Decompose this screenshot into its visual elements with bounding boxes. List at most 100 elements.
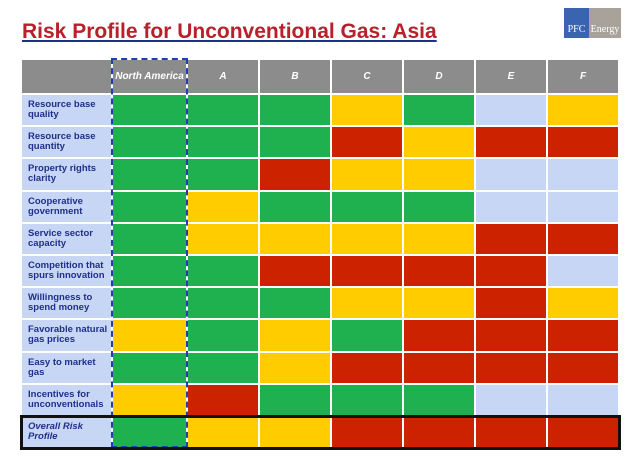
cell [260, 417, 330, 448]
row-label: Resource base quantity [22, 127, 111, 158]
cell [404, 417, 474, 448]
cell [476, 127, 546, 158]
cell [476, 320, 546, 351]
cell [113, 417, 186, 448]
cell [113, 159, 186, 190]
row-label: Resource base quality [22, 95, 111, 126]
cell [332, 256, 402, 287]
logo-text: Energy [589, 8, 621, 38]
column-header: F [548, 60, 618, 93]
cell [404, 256, 474, 287]
cell [404, 223, 474, 254]
column-header: B [260, 60, 330, 93]
highlight-column [111, 58, 188, 449]
column-header: E [476, 60, 546, 93]
cell [548, 127, 618, 158]
cell [332, 320, 402, 351]
cell [476, 417, 546, 448]
cell [260, 288, 330, 319]
cell [476, 288, 546, 319]
cell [332, 159, 402, 190]
cell [332, 191, 402, 222]
cell [332, 417, 402, 448]
column-header: A [188, 60, 258, 93]
header-corner [22, 60, 111, 93]
cell [476, 352, 546, 383]
cell [113, 288, 186, 319]
cell [476, 191, 546, 222]
cell [332, 127, 402, 158]
cell [548, 384, 618, 415]
logo-mark: PFC [564, 8, 589, 38]
cell [548, 320, 618, 351]
row-label: Easy to market gas [22, 352, 111, 383]
title: Risk Profile for Unconventional Gas: Asi… [22, 20, 437, 43]
row-label: Favorable natural gas prices [22, 320, 111, 351]
cell [260, 159, 330, 190]
cell [548, 288, 618, 319]
cell [404, 384, 474, 415]
cell [332, 223, 402, 254]
column-header: C [332, 60, 402, 93]
cell [260, 256, 330, 287]
cell [260, 127, 330, 158]
cell [260, 223, 330, 254]
cell [260, 95, 330, 126]
cell [476, 159, 546, 190]
cell [113, 191, 186, 222]
cell [476, 223, 546, 254]
cell [404, 159, 474, 190]
cell [260, 191, 330, 222]
cell [113, 256, 186, 287]
row-label: Cooperative government [22, 191, 111, 222]
cell [260, 320, 330, 351]
column-header: D [404, 60, 474, 93]
cell [188, 159, 258, 190]
cell [476, 256, 546, 287]
cell [332, 288, 402, 319]
cell [476, 384, 546, 415]
cell [332, 384, 402, 415]
cell [548, 256, 618, 287]
cell [188, 191, 258, 222]
cell [113, 320, 186, 351]
row-label: Overall Risk Profile [22, 417, 111, 448]
cell [188, 288, 258, 319]
cell [188, 95, 258, 126]
row-label: Property rights clarity [22, 159, 111, 190]
cell [404, 352, 474, 383]
cell [476, 95, 546, 126]
cell [332, 95, 402, 126]
cell [260, 352, 330, 383]
cell [188, 352, 258, 383]
cell [548, 95, 618, 126]
row-label: Competition that spurs innovation [22, 256, 111, 287]
cell [188, 417, 258, 448]
cell [260, 384, 330, 415]
column-header: North America [113, 60, 186, 93]
cell [404, 320, 474, 351]
cell [113, 95, 186, 126]
cell [188, 384, 258, 415]
cell [332, 352, 402, 383]
cell [113, 127, 186, 158]
cell [404, 127, 474, 158]
row-label: Incentives for unconventionals [22, 384, 111, 415]
cell [548, 352, 618, 383]
cell [188, 127, 258, 158]
cell [188, 223, 258, 254]
cell [188, 256, 258, 287]
cell [404, 288, 474, 319]
row-label: Service sector capacity [22, 223, 111, 254]
highlight-row [20, 415, 621, 451]
cell [548, 191, 618, 222]
row-label: Willingness to spend money [22, 288, 111, 319]
cell [113, 352, 186, 383]
cell [548, 159, 618, 190]
cell [548, 223, 618, 254]
cell [404, 95, 474, 126]
cell [113, 384, 186, 415]
cell [113, 223, 186, 254]
cell [548, 417, 618, 448]
